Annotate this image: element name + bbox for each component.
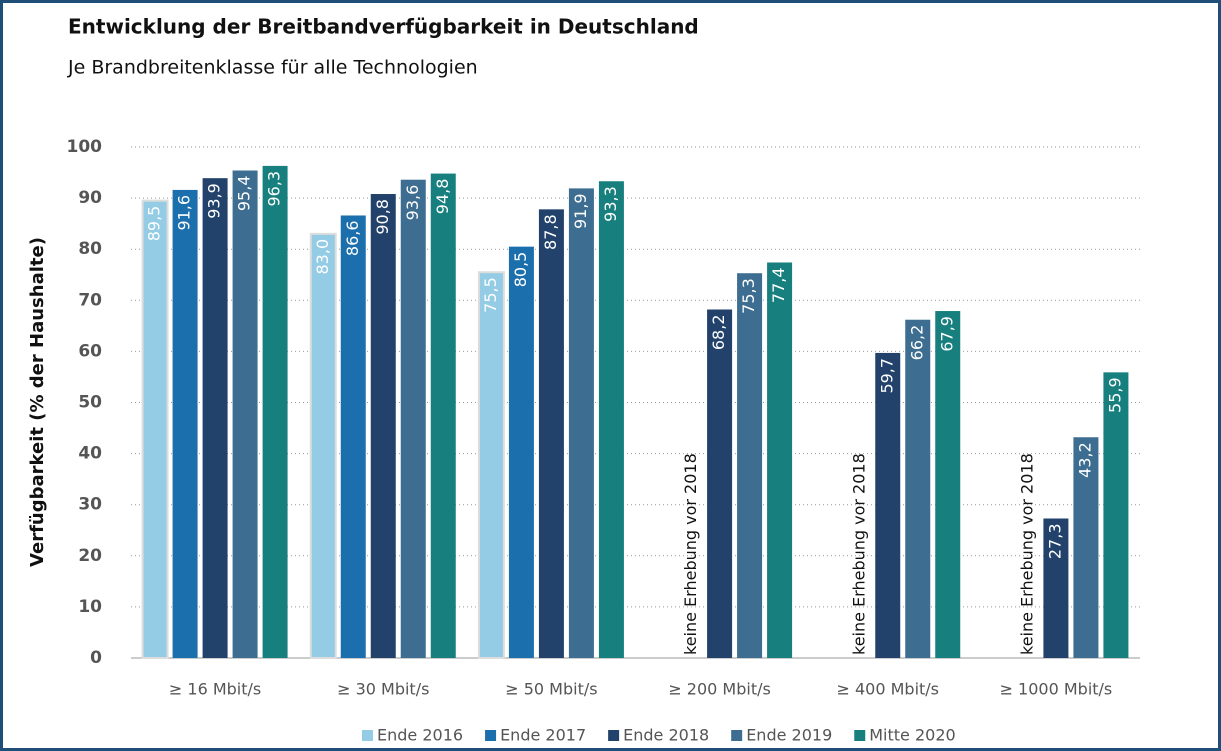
legend-label: Ende 2017 (500, 726, 586, 745)
value-label: 93,3 (601, 186, 620, 222)
value-label: 27,3 (1045, 523, 1064, 559)
x-tick-label: ≥ 1000 Mbit/s (1000, 680, 1113, 699)
bar (598, 181, 624, 658)
value-label: 66,2 (907, 325, 926, 361)
y-tick-label: 80 (78, 239, 102, 259)
value-label: 77,4 (769, 267, 788, 303)
y-tick-label: 40 (78, 444, 102, 464)
bar (202, 178, 228, 658)
bar (340, 215, 366, 658)
y-tick-label: 100 (67, 137, 103, 157)
legend-label: Ende 2018 (623, 726, 709, 745)
bar (430, 173, 456, 658)
y-axis-label: Verfügbarkeit (% der Haushalte) (27, 237, 48, 567)
value-label: 55,9 (1105, 377, 1124, 413)
legend-label: Mitte 2020 (869, 726, 955, 745)
annotation: keine Erhebung vor 2018 (1017, 453, 1036, 655)
annotation: keine Erhebung vor 2018 (681, 453, 700, 655)
bar (262, 165, 288, 659)
x-tick-label: ≥ 16 Mbit/s (169, 680, 261, 699)
value-label: 96,3 (265, 171, 284, 207)
legend-swatch (485, 730, 497, 741)
bar (707, 309, 733, 658)
bar (309, 232, 337, 659)
value-label: 87,8 (541, 214, 560, 250)
value-label: 89,5 (145, 206, 164, 242)
legend-swatch (731, 730, 743, 741)
bar (172, 189, 198, 658)
legend-label: Ende 2019 (746, 726, 832, 745)
bar (508, 246, 534, 658)
value-label: 80,5 (511, 252, 530, 288)
legend-swatch (608, 730, 620, 741)
value-label: 93,6 (403, 185, 422, 221)
value-label: 75,5 (481, 277, 500, 313)
value-label: 83,0 (313, 239, 332, 275)
x-tick-label: ≥ 400 Mbit/s (836, 680, 939, 699)
bar (935, 311, 961, 658)
value-label: 67,9 (937, 316, 956, 352)
value-label: 94,8 (433, 179, 452, 215)
value-label: 75,3 (739, 278, 758, 314)
bar (1073, 437, 1099, 658)
y-tick-label: 0 (90, 648, 102, 668)
bar (370, 194, 396, 658)
bar (875, 352, 901, 658)
y-tick-label: 20 (78, 546, 102, 566)
legend-swatch (854, 730, 866, 741)
y-tick-label: 10 (78, 597, 102, 617)
x-tick-label: ≥ 30 Mbit/s (337, 680, 429, 699)
value-label: 91,9 (571, 193, 590, 229)
x-tick-label: ≥ 50 Mbit/s (505, 680, 597, 699)
y-tick-label: 70 (78, 290, 102, 310)
bar (568, 188, 594, 659)
x-tick-label: ≥ 200 Mbit/s (668, 680, 771, 699)
bar (400, 179, 426, 659)
bar (767, 262, 793, 658)
chart-subtitle: Je Brandbreitenklasse für alle Technolog… (67, 57, 478, 79)
bar (141, 199, 169, 659)
bar (232, 170, 258, 659)
value-label: 95,4 (235, 176, 254, 212)
value-label: 86,6 (343, 220, 362, 256)
chart-title: Entwicklung der Breitbandverfügbarkeit i… (68, 15, 699, 39)
bar (905, 319, 931, 658)
legend-swatch (362, 730, 373, 741)
value-label: 43,2 (1075, 442, 1094, 478)
bar (1103, 372, 1129, 658)
bar (477, 271, 505, 659)
bar (737, 273, 763, 658)
value-label: 90,8 (373, 199, 392, 235)
bar (1043, 518, 1069, 658)
y-tick-label: 30 (78, 495, 102, 515)
value-label: 68,2 (709, 314, 728, 350)
y-tick-label: 60 (78, 341, 102, 361)
legend-label: Ende 2016 (377, 726, 463, 745)
y-tick-label: 50 (78, 393, 102, 413)
value-label: 93,9 (205, 183, 224, 219)
y-tick-label: 90 (78, 188, 102, 208)
bar (538, 209, 564, 659)
value-label: 59,7 (877, 358, 896, 394)
value-label: 91,6 (175, 195, 194, 231)
annotation: keine Erhebung vor 2018 (849, 453, 868, 655)
